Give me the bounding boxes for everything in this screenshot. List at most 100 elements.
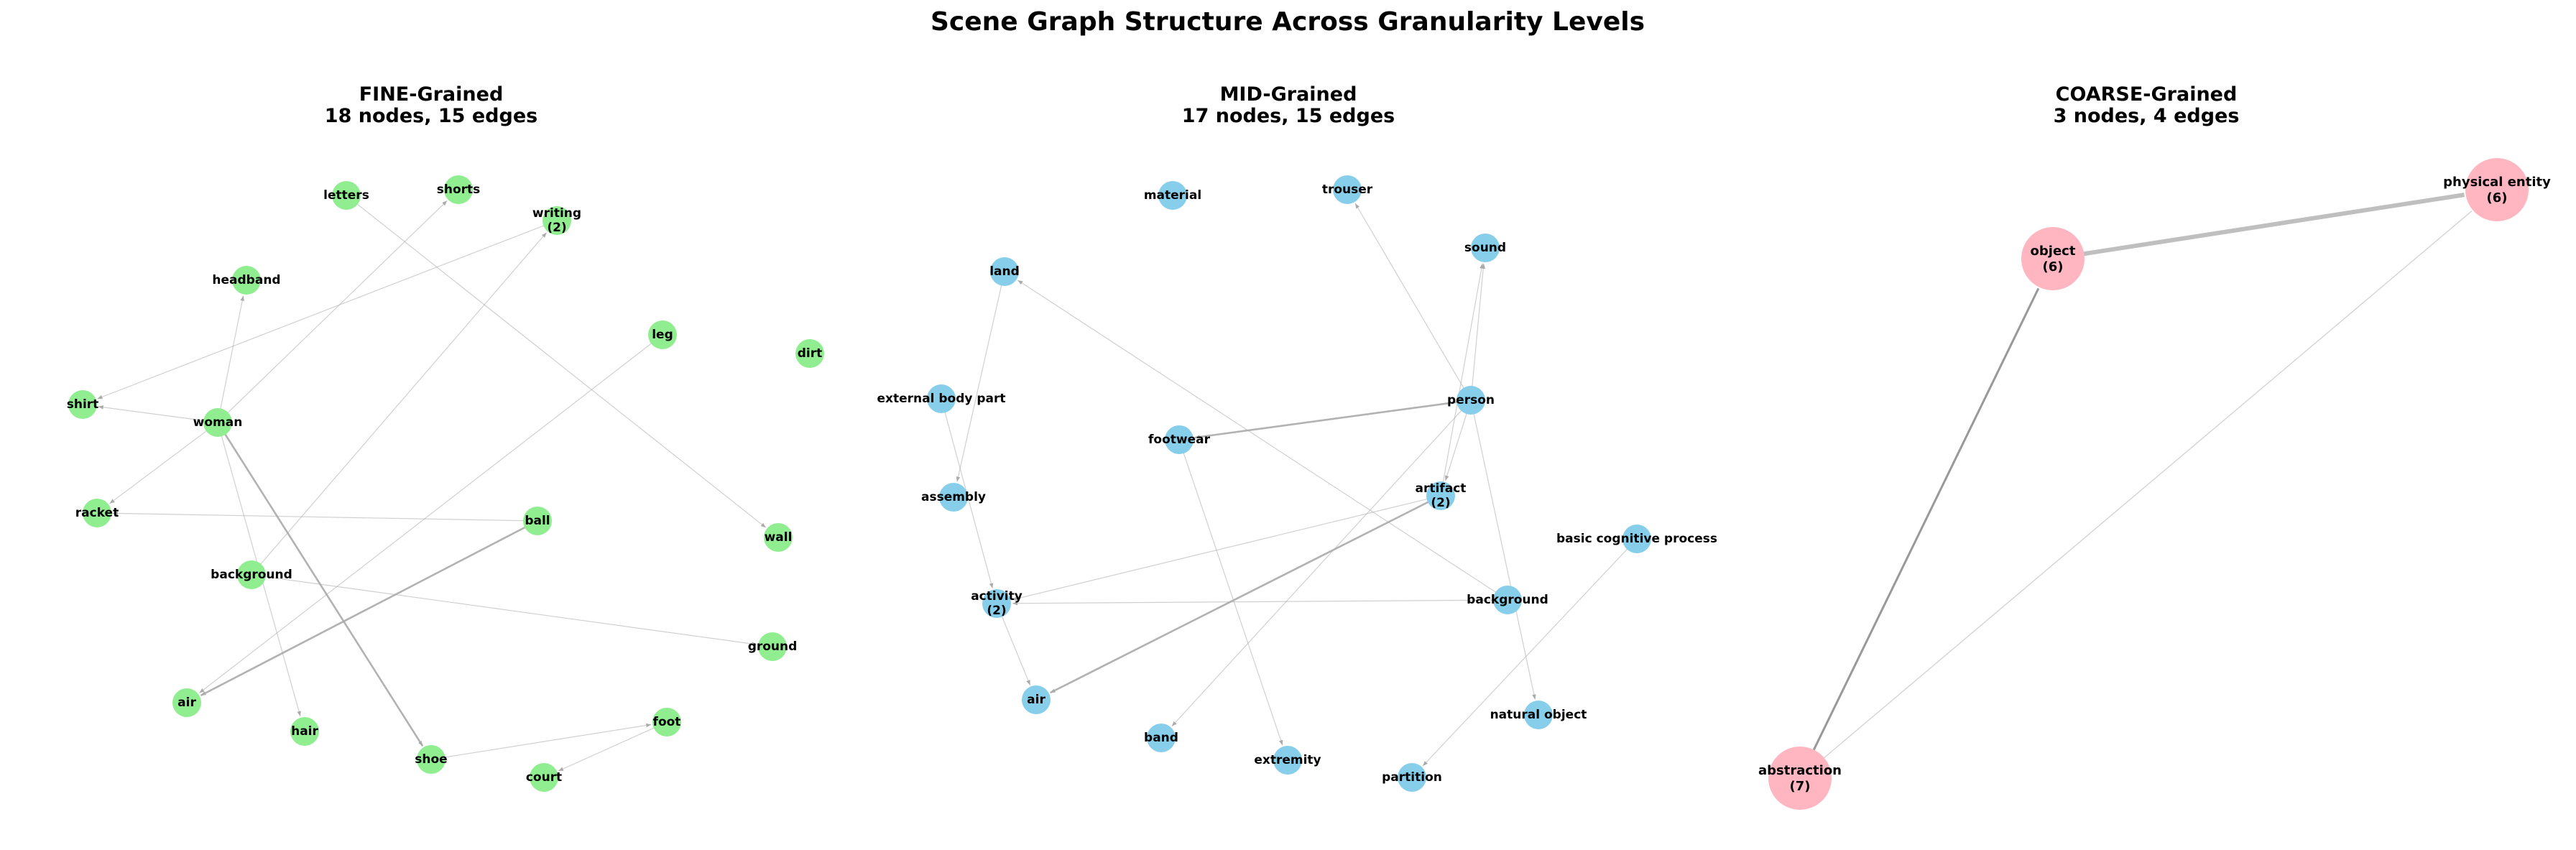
node-label: ground	[748, 639, 798, 654]
node-circle	[2021, 227, 2085, 290]
edge-activity-to-air	[1000, 611, 1031, 685]
node-air: air	[172, 688, 201, 717]
node-circle	[1398, 763, 1426, 792]
edge-person-to-trouser	[1354, 203, 1467, 394]
node-assembly: assembly	[921, 483, 986, 512]
edge-person-to-band	[1171, 406, 1466, 727]
panel-coarse-title: COARSE-Grained	[2056, 83, 2238, 106]
node-label: woman	[193, 415, 243, 430]
node-air: air	[1022, 685, 1051, 714]
node-label: foot	[653, 715, 681, 729]
edge-background-to-writing	[257, 232, 548, 569]
node-label: physical entity (6)	[2443, 175, 2551, 205]
node-label: sound	[1464, 241, 1506, 255]
node-circle	[1022, 685, 1051, 714]
node-activity: activity (2)	[971, 589, 1022, 618]
edge-person-to-footwear	[1194, 400, 1463, 439]
node-label: land	[989, 264, 1020, 279]
node-label: background	[211, 568, 292, 582]
panel-mid-subtitle: 17 nodes, 15 edges	[1182, 105, 1395, 127]
node-background: background	[211, 560, 292, 589]
edge-person-to-natural_object	[1472, 408, 1536, 700]
node-woman: woman	[193, 408, 243, 437]
node-shorts: shorts	[437, 175, 480, 204]
node-circle	[1426, 481, 1455, 510]
edge-background-to-ground	[259, 576, 757, 646]
node-label: partition	[1382, 770, 1442, 785]
node-extremity: extremity	[1254, 746, 1321, 775]
node-label: air	[177, 696, 196, 710]
node-circle	[1768, 747, 1832, 810]
node-label: shoe	[415, 752, 447, 767]
node-circle	[172, 688, 201, 717]
node-label: leg	[652, 328, 673, 342]
node-circle	[1524, 701, 1553, 729]
node-label: dirt	[798, 346, 823, 361]
edge-ball-to-air	[200, 524, 530, 697]
node-circle	[1165, 425, 1194, 454]
node-band: band	[1144, 724, 1178, 752]
node-label: racket	[75, 506, 119, 520]
node-foot: foot	[652, 708, 681, 736]
node-label: material	[1144, 188, 1201, 203]
edge-footwear-to-extremity	[1181, 448, 1283, 746]
node-label: trouser	[1322, 183, 1373, 197]
fine-edges	[97, 200, 767, 772]
node-label: shirt	[67, 397, 99, 412]
figure-title: Scene Graph Structure Across Granularity…	[931, 7, 1645, 37]
node-circle	[332, 181, 361, 210]
node-circle	[764, 523, 793, 552]
node-circle	[444, 175, 473, 204]
node-shoe: shoe	[415, 745, 448, 774]
edge-person-to-sound	[1471, 263, 1486, 392]
node-background: background	[1467, 586, 1548, 614]
node-label: basic cognitive process	[1556, 532, 1717, 546]
node-leg: leg	[648, 320, 677, 349]
edge-foot-to-court	[558, 725, 660, 772]
node-land: land	[989, 257, 1020, 286]
node-label: object (6)	[2031, 244, 2076, 274]
node-circle	[648, 320, 677, 349]
coarse-edges	[1807, 193, 2473, 767]
node-footwear: footwear	[1148, 425, 1211, 454]
panel-fine-title: FINE-Grained	[359, 83, 504, 106]
node-circle	[417, 745, 446, 774]
node-headband: headband	[212, 266, 281, 295]
node-circle	[795, 339, 824, 368]
node-circle	[1622, 525, 1651, 553]
node-label: writing (2)	[532, 206, 581, 235]
edge-letters-to-wall	[353, 200, 767, 528]
node-label: person	[1447, 393, 1495, 407]
edge-person-to-artifact	[1445, 408, 1469, 481]
node-dirt: dirt	[795, 339, 824, 368]
node-label: footwear	[1148, 433, 1211, 447]
node-label: wall	[765, 530, 793, 545]
node-circle	[982, 589, 1011, 618]
node-basic-cognitive-process: basic cognitive process	[1556, 525, 1717, 553]
node-circle	[237, 560, 266, 589]
edge-ball-to-racket	[112, 511, 530, 522]
node-circle	[1147, 724, 1176, 752]
panel-fine: FINE-Grained 18 nodes, 15 edges letters s…	[67, 83, 824, 792]
node-object: object (6)	[2021, 227, 2085, 290]
edge-writing-to-shirt	[97, 223, 550, 399]
node-abstraction: abstraction (7)	[1758, 747, 1842, 810]
node-wall: wall	[764, 523, 793, 552]
edge-woman-to-shirt	[98, 405, 210, 422]
node-ball: ball	[523, 507, 552, 535]
node-label: headband	[212, 273, 280, 287]
node-label: air	[1027, 693, 1045, 707]
node-circle	[68, 390, 97, 419]
edge-artifact-to-activity	[1012, 497, 1433, 601]
panel-coarse: COARSE-Grained 3 nodes, 4 edges physical…	[1758, 83, 2551, 810]
node-circle	[990, 257, 1019, 286]
node-sound: sound	[1464, 234, 1506, 262]
node-racket: racket	[75, 499, 119, 527]
node-circle	[927, 384, 956, 413]
node-label: external body part	[877, 392, 1005, 406]
edge-basic_cognitive_process-to-partition	[1422, 545, 1632, 767]
node-circle	[232, 266, 261, 295]
edge-artifact-to-air	[1050, 499, 1434, 694]
edge-woman-to-racket	[109, 427, 211, 504]
